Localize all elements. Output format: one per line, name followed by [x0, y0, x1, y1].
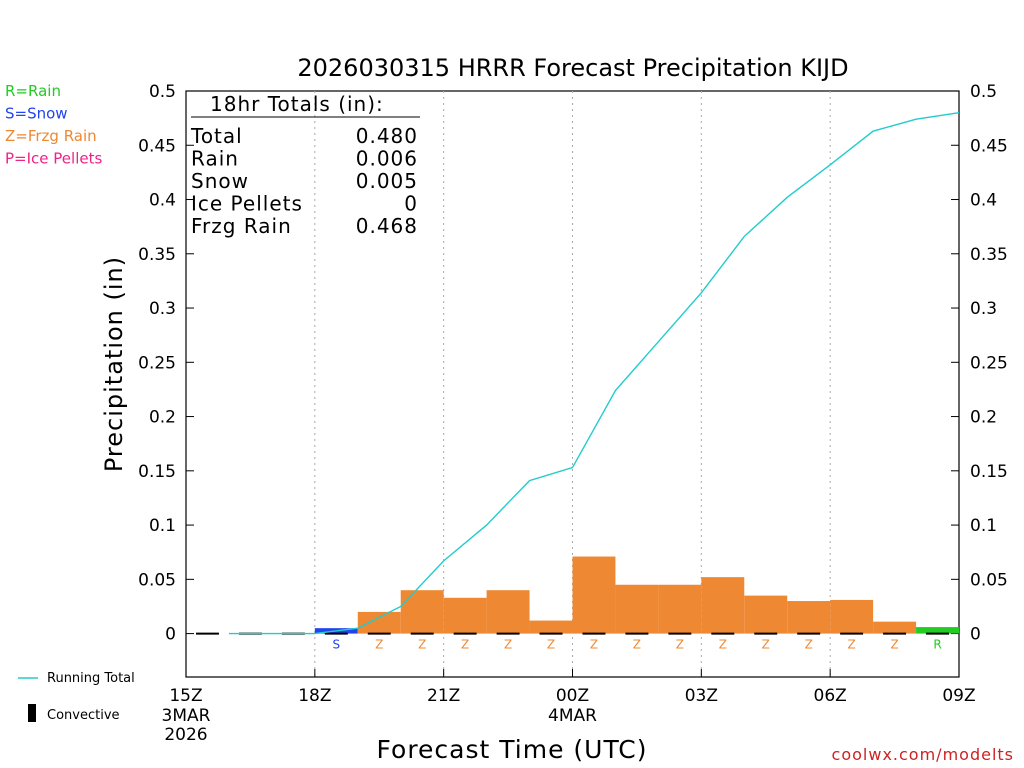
- y-tick-label-right: 0.5: [970, 82, 997, 102]
- x-tick-sublabel: 3MAR: [162, 706, 211, 726]
- precip-bar: [744, 595, 788, 634]
- ptype-legend-item: S=Snow: [5, 105, 68, 123]
- x-tick-label: 21Z: [427, 686, 460, 706]
- precip-bar: [400, 590, 444, 634]
- y-tick-label-left: 0.05: [138, 570, 176, 590]
- ptype-code: Z: [848, 638, 856, 652]
- totals-row-label: Frzg Rain: [191, 214, 292, 238]
- y-tick-label-right: 0.1: [970, 516, 997, 536]
- running-total-line: [228, 112, 960, 635]
- x-tick-sublabel: 2026: [164, 725, 207, 745]
- totals-box: 18hr Totals (in): Total 0.480 Rain 0.006 Sno…: [190, 92, 420, 238]
- totals-row-value: 0: [404, 192, 418, 216]
- ptype-code: Z: [719, 638, 727, 652]
- x-tick-label: 09Z: [942, 686, 975, 706]
- ptype-code: Z: [633, 638, 641, 652]
- y-axis-label: Precipitation (in): [100, 256, 128, 472]
- totals-row-value: 0.005: [356, 169, 418, 193]
- x-tick-label: 15Z: [169, 686, 202, 706]
- totals-row-value: 0.468: [356, 214, 418, 238]
- ptype-code: Z: [418, 638, 426, 652]
- y-tick-label-right: 0.15: [970, 462, 1008, 482]
- ptype-code: S: [332, 638, 340, 652]
- y-tick-label-left: 0.4: [149, 191, 176, 211]
- precip-bar: [658, 584, 702, 634]
- precip-bar: [529, 620, 573, 634]
- totals-heading: 18hr Totals (in):: [210, 92, 384, 116]
- totals-row-label: Rain: [191, 147, 239, 171]
- x-tick-sublabel: 4MAR: [548, 706, 597, 726]
- ptype-legend-item: Z=Frzg Rain: [5, 127, 97, 145]
- ptype-code: Z: [375, 638, 383, 652]
- y-tick-label-left: 0.1: [149, 516, 176, 536]
- y-tick-label-left: 0.5: [149, 82, 176, 102]
- y-tick-label-right: 0.4: [970, 191, 997, 211]
- ptype-code: Z: [504, 638, 512, 652]
- x-tick-label: 06Z: [814, 686, 847, 706]
- totals-row-label: Snow: [191, 169, 249, 193]
- ptype-code: Z: [890, 638, 898, 652]
- totals-row-label: Total: [190, 124, 243, 148]
- ptype-legend-item: R=Rain: [5, 82, 61, 100]
- y-tick-label-left: 0.3: [149, 299, 176, 319]
- y-tick-label-left: 0: [165, 625, 176, 645]
- convective-legend-swatch: [28, 704, 36, 722]
- y-tick-label-left: 0.45: [138, 136, 176, 156]
- x-tick-label: 03Z: [685, 686, 718, 706]
- ptype-code: Z: [676, 638, 684, 652]
- precip-bar: [486, 590, 530, 634]
- y-tick-label-left: 0.2: [149, 408, 176, 428]
- precip-bar: [701, 577, 745, 634]
- ptype-code: R: [933, 638, 941, 652]
- credit-text: coolwx.com/modelts: [832, 745, 1014, 764]
- ptype-code: Z: [590, 638, 598, 652]
- precip-bar: [916, 627, 959, 634]
- x-tick-label: 18Z: [298, 686, 331, 706]
- precip-bar: [443, 597, 487, 634]
- precip-bar: [572, 556, 616, 634]
- ptype-code: Z: [805, 638, 813, 652]
- ptype-code: Z: [547, 638, 555, 652]
- totals-row-value: 0.006: [356, 147, 418, 171]
- y-tick-label-right: 0: [970, 625, 981, 645]
- y-tick-label-right: 0.45: [970, 136, 1008, 156]
- y-tick-label-right: 0.35: [970, 245, 1008, 265]
- y-tick-label-left: 0.25: [138, 353, 176, 373]
- y-tick-label-right: 0.05: [970, 570, 1008, 590]
- convective-legend-label: Convective: [47, 708, 120, 723]
- ptype-code: Z: [762, 638, 770, 652]
- y-tick-label-right: 0.25: [970, 353, 1008, 373]
- totals-row-label: Ice Pellets: [191, 192, 303, 216]
- ptype-code: Z: [461, 638, 469, 652]
- chart-title: 2026030315 HRRR Forecast Precipitation K…: [297, 54, 848, 82]
- y-tick-label-right: 0.3: [970, 299, 997, 319]
- precip-bar: [357, 611, 401, 634]
- y-tick-label-left: 0.15: [138, 462, 176, 482]
- precip-bar: [615, 584, 659, 634]
- totals-row-value: 0.480: [356, 124, 418, 148]
- running-total-legend-label: Running Total: [47, 671, 135, 686]
- ptype-legend: R=Rain S=Snow Z=Frzg Rain P=Ice Pellets: [5, 82, 102, 168]
- ptype-legend-item: P=Ice Pellets: [5, 150, 102, 168]
- precip-bar: [787, 601, 831, 634]
- y-tick-label-left: 0.35: [138, 245, 176, 265]
- precip-bar: [830, 599, 874, 634]
- y-tick-label-right: 0.2: [970, 408, 997, 428]
- x-tick-label: 00Z: [556, 686, 589, 706]
- precip-bar: [873, 621, 917, 634]
- x-axis-label: Forecast Time (UTC): [377, 735, 648, 764]
